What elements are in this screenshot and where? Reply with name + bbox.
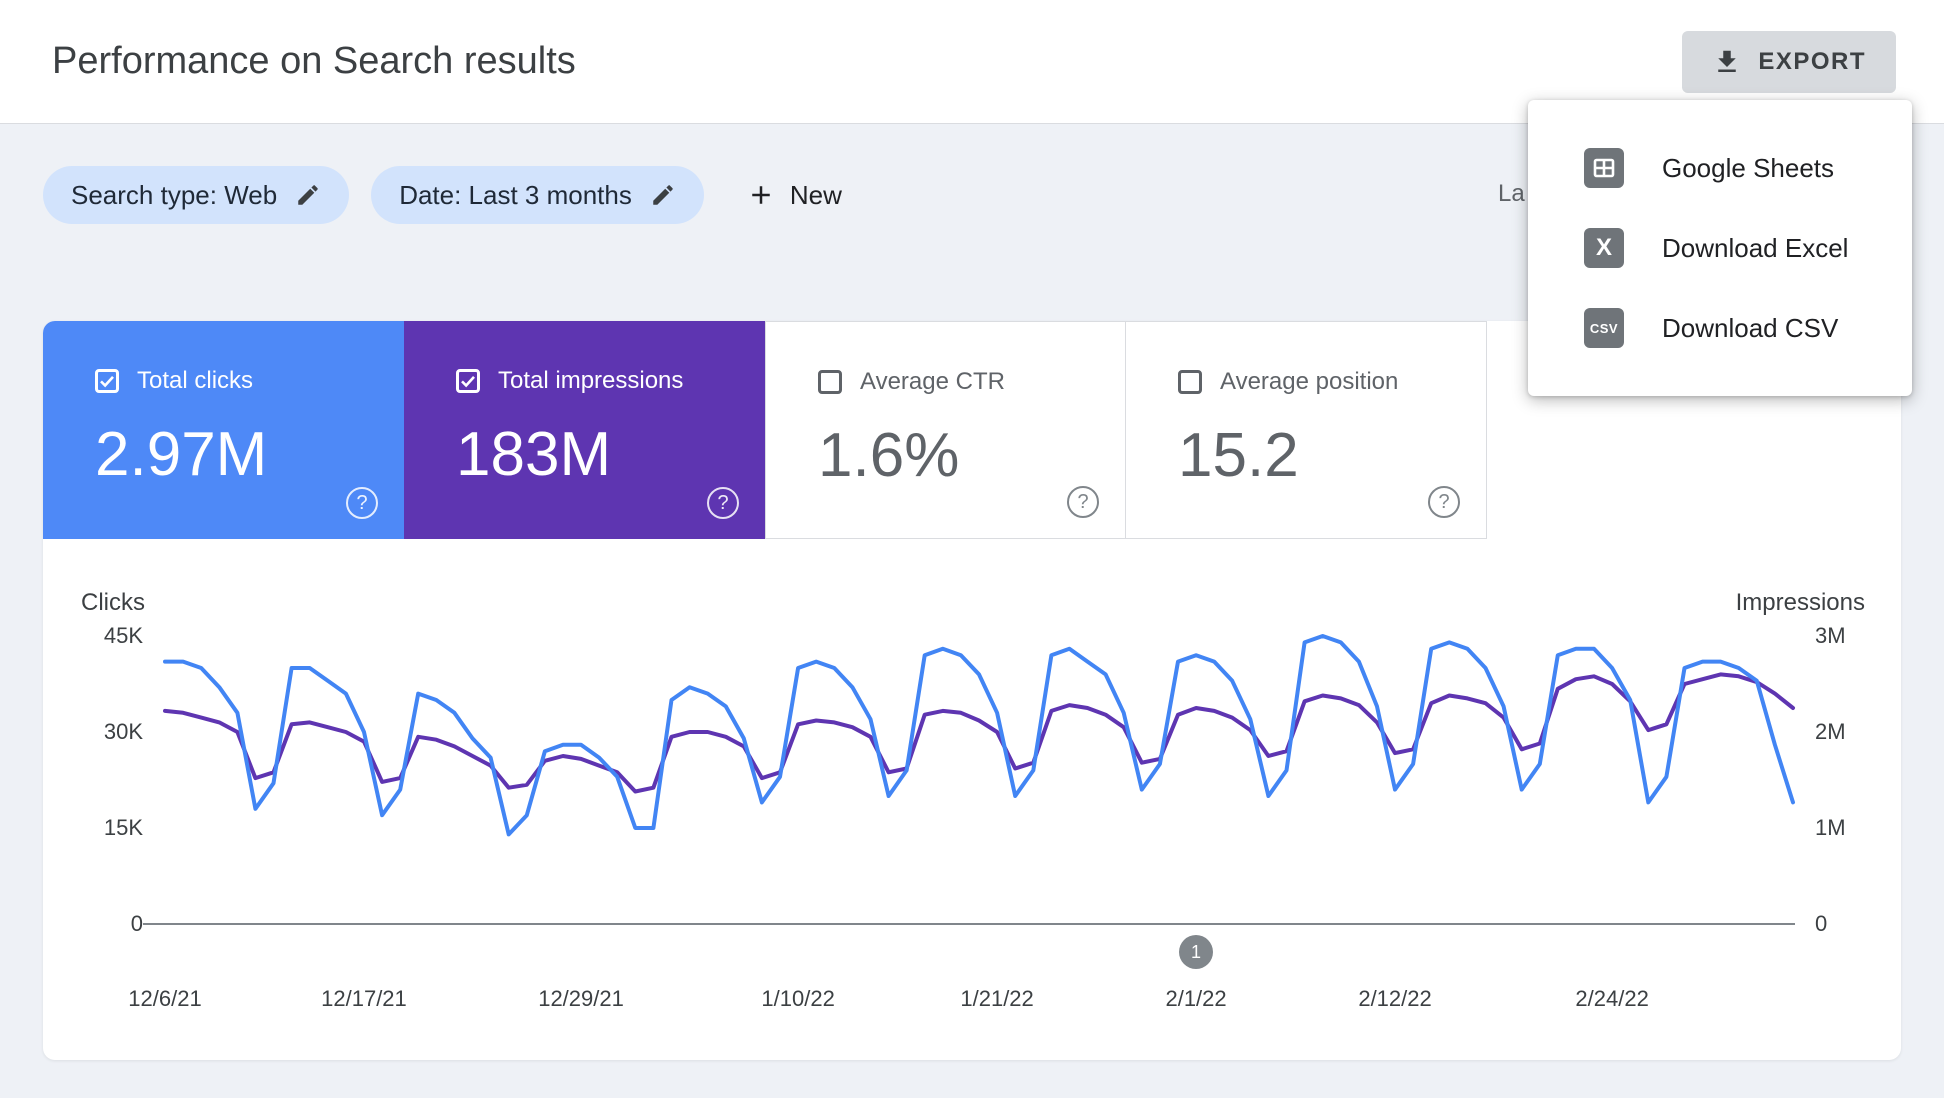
edit-icon xyxy=(295,182,321,208)
csv-icon: CSV xyxy=(1584,308,1624,348)
search-type-chip[interactable]: Search type: Web xyxy=(43,166,350,224)
google-sheets-icon xyxy=(1584,148,1624,188)
excel-icon: X xyxy=(1584,228,1624,268)
checkbox-unchecked-icon[interactable] xyxy=(1178,370,1202,394)
download-icon xyxy=(1712,47,1742,77)
export-button[interactable]: EXPORT xyxy=(1682,30,1896,93)
y-tick-left: 30K xyxy=(103,719,143,744)
performance-panel: Total clicks 2.97M ? Total impressions 1… xyxy=(43,321,1901,1060)
chart-page-indicator[interactable]: 1 xyxy=(1179,935,1214,969)
x-tick-label: 12/29/21 xyxy=(538,986,624,1011)
filter-row: Search type: Web Date: Last 3 months New… xyxy=(43,166,1901,224)
menu-item-google-sheets[interactable]: Google Sheets xyxy=(1528,128,1912,208)
metric-card-head: Total impressions xyxy=(456,367,765,395)
checkbox-checked-icon[interactable] xyxy=(456,369,480,393)
x-tick-label: 2/12/22 xyxy=(1358,986,1432,1011)
menu-item-download-excel[interactable]: X Download Excel xyxy=(1528,208,1912,288)
export-menu: Google Sheets X Download Excel CSV Downl… xyxy=(1528,100,1912,396)
checkbox-unchecked-icon[interactable] xyxy=(818,370,842,394)
x-tick-label: 12/6/21 xyxy=(128,986,202,1011)
export-button-label: EXPORT xyxy=(1758,47,1866,75)
metric-card-head: Average position xyxy=(1178,368,1486,396)
performance-chart: Clicks Impressions 45K 30K 15K 0 3M 2M 1M 0 12/6… xyxy=(43,321,1901,1060)
x-tick-label: 2/24/22 xyxy=(1575,986,1649,1011)
edit-icon xyxy=(650,182,676,208)
metric-label: Total clicks xyxy=(137,367,254,394)
last-updated-text: La xyxy=(1498,180,1525,207)
metric-cards: Total clicks 2.97M ? Total impressions 1… xyxy=(43,321,1487,539)
help-icon[interactable]: ? xyxy=(1067,486,1099,518)
y-tick-right: 1M xyxy=(1815,815,1846,840)
page-title: Performance on Search results xyxy=(52,40,576,82)
new-filter-button[interactable]: New xyxy=(746,180,842,211)
menu-item-label: Download CSV xyxy=(1662,312,1839,343)
metric-label: Total impressions xyxy=(498,367,684,394)
metric-card-head: Total clicks xyxy=(95,367,404,395)
y-tick-right: 2M xyxy=(1815,719,1846,744)
x-tick-label: 1/21/22 xyxy=(960,986,1034,1011)
y-tick-right: 3M xyxy=(1815,623,1846,648)
menu-item-download-csv[interactable]: CSV Download CSV xyxy=(1528,288,1912,368)
help-icon[interactable]: ? xyxy=(707,487,739,519)
x-tick-label: 2/1/22 xyxy=(1165,986,1227,1011)
metric-value: 183M xyxy=(456,420,612,489)
metric-card-average-ctr[interactable]: Average CTR 1.6% ? xyxy=(765,321,1126,539)
header: Performance on Search results EXPORT xyxy=(0,0,1944,124)
y-tick-left: 45K xyxy=(103,623,143,648)
right-axis-title: Impressions xyxy=(1735,589,1865,616)
y-tick-left: 0 xyxy=(130,911,143,936)
x-tick-label: 1/10/22 xyxy=(761,986,835,1011)
y-tick-right: 0 xyxy=(1815,911,1828,936)
date-filter-chip[interactable]: Date: Last 3 months xyxy=(371,166,704,224)
metric-value: 15.2 xyxy=(1178,421,1299,490)
metric-card-average-position[interactable]: Average position 15.2 ? xyxy=(1126,321,1487,539)
metric-value: 2.97M xyxy=(95,420,268,489)
new-filter-label: New xyxy=(789,179,842,210)
help-icon[interactable]: ? xyxy=(346,487,378,519)
x-tick-label: 12/17/21 xyxy=(321,986,407,1011)
metric-card-total-impressions[interactable]: Total impressions 183M ? xyxy=(404,321,765,539)
metric-value: 1.6% xyxy=(818,421,960,490)
checkbox-checked-icon[interactable] xyxy=(95,369,119,393)
search-type-chip-label: Search type: Web xyxy=(71,179,278,210)
left-axis-title: Clicks xyxy=(81,589,145,616)
date-filter-chip-label: Date: Last 3 months xyxy=(399,179,632,210)
plus-icon xyxy=(746,180,776,210)
help-icon[interactable]: ? xyxy=(1428,486,1460,518)
metric-label: Average position xyxy=(1220,368,1399,395)
metric-card-total-clicks[interactable]: Total clicks 2.97M ? xyxy=(43,321,404,539)
menu-item-label: Google Sheets xyxy=(1662,152,1835,183)
metric-card-head: Average CTR xyxy=(818,368,1125,396)
metric-label: Average CTR xyxy=(860,368,1005,395)
menu-item-label: Download Excel xyxy=(1662,232,1849,263)
y-tick-left: 15K xyxy=(103,815,143,840)
chart-svg[interactable] xyxy=(43,321,1901,1060)
